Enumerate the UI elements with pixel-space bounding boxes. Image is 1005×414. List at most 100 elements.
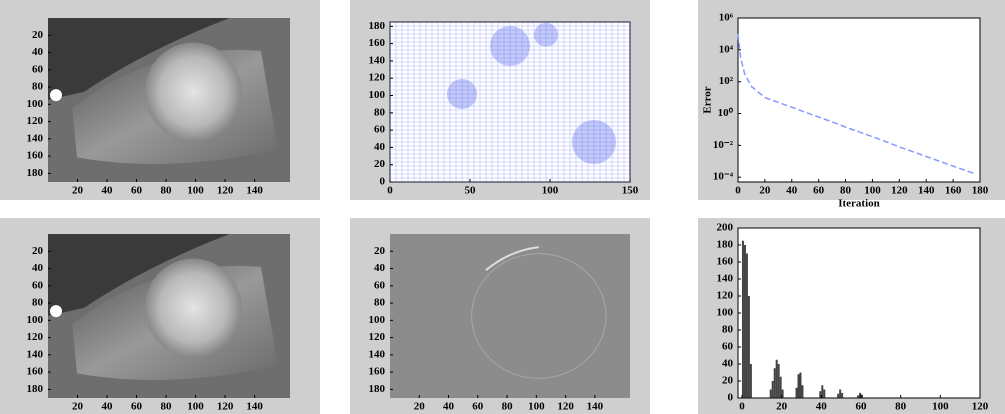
histogram-bar [823,389,826,398]
y-tick-label: 60 [32,279,44,291]
y-tick-label: 100 [369,314,386,326]
x-tick-label: 40 [102,185,114,197]
x-tick-label: 140 [246,185,263,197]
y-tick-label: 10⁻⁴ [713,171,734,183]
x-tick-label: 80 [161,185,173,197]
x-tick-label: 100 [187,401,204,413]
x-tick-label: 80 [502,401,514,413]
y-tick-label: 80 [32,297,44,309]
histogram-bar [769,389,772,398]
y-tick-label: 60 [32,63,44,75]
y-tick-label: 20 [32,29,44,41]
y-tick-label: 120 [27,115,44,127]
histogram-bar [795,387,798,398]
histogram-bar [860,394,863,398]
histogram-bar [747,296,750,398]
image-dark-region [48,234,230,316]
histogram-bar [819,391,822,398]
x-tick-label: 100 [864,185,881,197]
x-tick-label: 100 [528,401,545,413]
x-tick-label: 20 [776,401,788,413]
image-outline [471,253,607,379]
y-tick-label: 120 [717,290,734,302]
y-tick-label: 60 [374,124,386,136]
y-tick-label: 20 [374,245,386,257]
y-tick-label: 10⁻² [713,139,734,151]
histogram-bar [775,359,778,398]
x-tick-label: 140 [246,401,263,413]
y-tick-label: 160 [27,150,44,162]
x-tick-label: 0 [735,185,741,197]
image-dark-region [48,18,230,100]
y-tick-label: 140 [369,348,386,360]
x-tick-label: 40 [816,401,828,413]
y-tick-label: 60 [722,341,734,353]
y-tick-label: 180 [27,167,44,179]
y-tick-label: 80 [32,81,44,93]
y-tick-label: 0 [380,176,386,188]
x-tick-label: 100 [542,185,559,197]
x-tick-label: 60 [131,401,143,413]
y-tick-label: 180 [369,383,386,395]
y-tick-label: 100 [27,98,44,110]
y-tick-label: 180 [27,383,44,395]
y-tick-label: 80 [722,324,734,336]
x-tick-label: 100 [932,401,949,413]
image-edge [485,246,539,271]
panel: 0 50 100 150 0 20 40 60 80 100 120 140 160 180 [350,0,650,200]
x-tick-label: 60 [813,185,825,197]
y-tick-label: 10⁴ [719,43,734,55]
y-tick-label: 20 [722,375,734,387]
x-tick-label: 50 [465,185,477,197]
histogram-bar [837,393,840,398]
y-tick-label: 140 [369,54,386,66]
y-tick-label: 140 [27,132,44,144]
panel: 0 20 40 60 80 100 120 0 20 40 60 80 100 120 140 160 180 2… [698,218,1005,414]
histogram-bar [821,385,824,398]
y-tick-label: 40 [722,358,734,370]
x-tick-label: 120 [557,401,574,413]
y-tick-label: 160 [717,256,734,268]
x-tick-label: 20 [72,185,84,197]
panel: 20 40 60 80 100 120 140 20 40 60 80 100 120 140 160 180 [0,218,320,414]
y-tick-label: 60 [374,279,386,291]
histogram-bar [749,364,752,398]
histogram-bar [839,389,842,398]
histogram-bar [771,381,774,398]
y-tick-label: 160 [369,366,386,378]
y-tick-label: 40 [374,141,386,153]
y-tick-label: 80 [374,297,386,309]
y-tick-label: 200 [717,222,734,234]
x-tick-label: 80 [840,185,852,197]
x-tick-label: 40 [786,185,798,197]
x-tick-label: 180 [972,185,989,197]
histogram-bar [797,374,800,398]
x-tick-label: 100 [187,185,204,197]
histogram-bar [799,372,802,398]
histogram-bar [781,389,784,398]
image-heart [144,258,242,357]
histogram-bar [741,240,744,398]
y-tick-label: 10² [719,75,734,87]
panel: 20 40 60 80 100 120 140 20 40 60 80 100 120 140 160 180 [350,218,650,414]
y-tick-label: 160 [27,366,44,378]
y-tick-label: 0 [728,392,734,404]
y-tick-label: 140 [27,348,44,360]
x-tick-label: 160 [945,185,962,197]
x-tick-label: 140 [587,401,604,413]
mesh-blob [572,120,616,164]
x-tick-label: 120 [891,185,908,197]
image-heart [144,42,242,141]
y-tick-label: 10⁶ [719,12,734,24]
y-axis-label: Error [702,86,714,113]
x-tick-label: 80 [161,401,173,413]
y-tick-label: 80 [374,106,386,118]
y-tick-label: 20 [32,245,44,257]
x-tick-label: 60 [131,185,143,197]
x-tick-label: 20 [414,401,426,413]
panel: 20 40 60 80 100 120 140 20 40 60 80 100 120 140 160 180 [0,0,320,200]
image [390,234,630,398]
y-tick-label: 160 [369,37,386,49]
y-tick-label: 40 [32,262,44,274]
